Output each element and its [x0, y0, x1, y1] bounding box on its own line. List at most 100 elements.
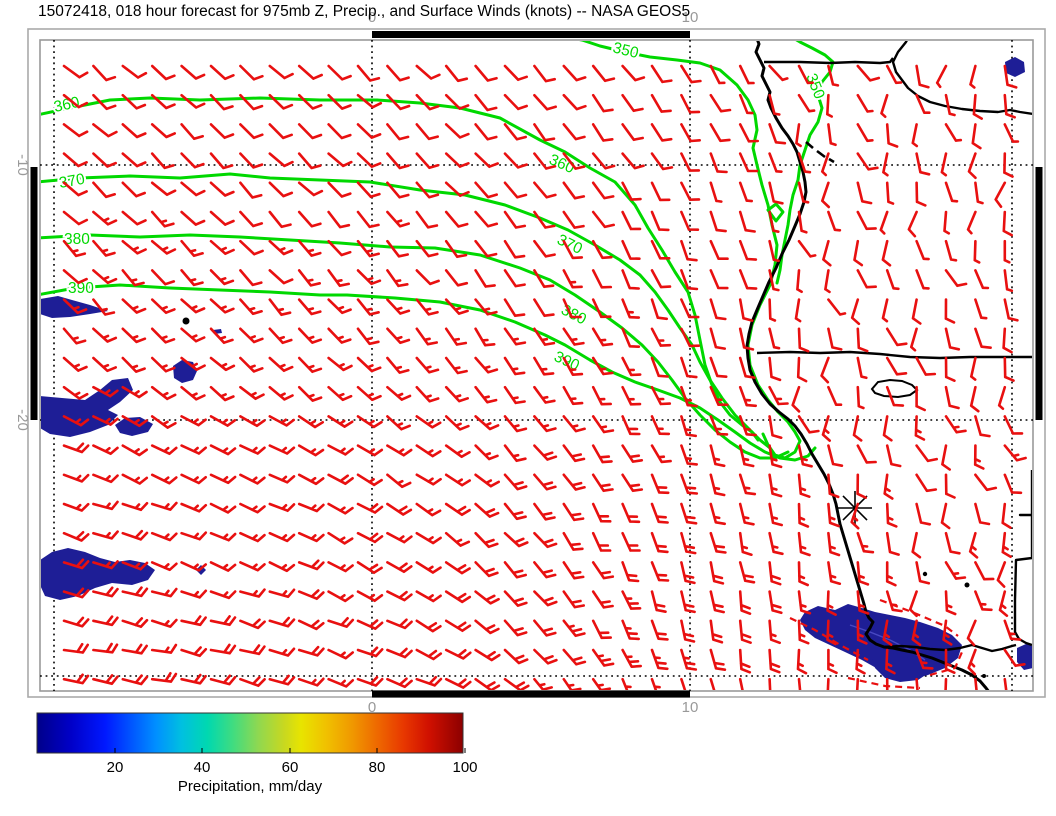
wind-barb: [297, 473, 325, 486]
wind-barb: [503, 93, 528, 111]
wind-barb: [415, 648, 443, 661]
wind-barb: [621, 93, 644, 112]
wind-barb: [503, 677, 530, 690]
wind-barb: [768, 64, 789, 82]
wind-barb: [533, 590, 558, 607]
wind-barbs: [62, 64, 1027, 690]
wind-barb: [474, 677, 501, 690]
wind-barb: [650, 181, 671, 202]
wind-barb: [680, 327, 701, 348]
wind-barb: [180, 356, 206, 371]
wind-barb: [239, 298, 263, 316]
wind-barb: [180, 646, 208, 658]
wind-barb: [268, 385, 294, 401]
wind-barb: [92, 415, 119, 426]
wind-barb: [356, 473, 383, 487]
wind-barb: [239, 181, 263, 199]
precip-colorbar: 20 40 60 80 100 Precipitation, mm/day: [36, 712, 478, 795]
wind-barb: [591, 181, 615, 200]
wind-barb: [92, 642, 119, 654]
wind-barb: [650, 269, 672, 289]
wind-barb: [621, 210, 642, 231]
wind-barb: [943, 210, 951, 235]
wind-barb: [503, 356, 526, 376]
wind-barb: [974, 269, 990, 290]
wind-barb: [796, 356, 808, 383]
wind-barb: [444, 298, 469, 315]
wind-barb: [738, 677, 744, 690]
wind-barb: [150, 672, 178, 683]
wind-barb: [62, 385, 89, 400]
wind-barb: [268, 239, 294, 256]
wind-barb: [180, 181, 206, 197]
wind-barb: [180, 615, 207, 627]
wind-barb: [533, 93, 557, 111]
wind-barb: [386, 677, 413, 689]
wind-barb: [650, 327, 672, 347]
wind-barb: [882, 619, 893, 646]
wind-barb: [327, 531, 354, 545]
wind-barb: [209, 415, 237, 427]
contour-360: [41, 96, 760, 442]
wind-barb: [533, 123, 556, 142]
wind-barb: [444, 93, 470, 110]
left-tick-label: -10: [14, 154, 31, 176]
wind-barb: [827, 473, 840, 499]
wind-barb: [709, 64, 726, 85]
wind-barb: [885, 327, 908, 347]
wind-barb: [150, 239, 177, 255]
wind-barb: [910, 327, 918, 352]
wind-barb: [327, 648, 354, 660]
wind-barb: [297, 239, 322, 257]
wind-barb: [386, 239, 409, 258]
wind-barb: [709, 239, 729, 260]
wind-barb: [856, 531, 875, 554]
wind-barb: [915, 64, 930, 89]
wind-barb: [970, 356, 977, 381]
wind-barb: [852, 415, 863, 442]
wind-barb: [150, 93, 176, 110]
wind-barb: [797, 561, 809, 587]
wind-barb: [709, 531, 727, 554]
wind-barb: [591, 444, 613, 464]
wind-barb: [415, 590, 442, 603]
wind-barb: [503, 415, 528, 433]
right-tick-label: -10: [1053, 154, 1056, 176]
wind-barb: [650, 677, 661, 690]
wind-barb: [474, 93, 498, 112]
wind-barb: [1003, 415, 1024, 435]
wind-barb: [966, 210, 977, 235]
wind-barb: [885, 590, 903, 613]
wind-barb: [268, 123, 293, 140]
wind-barb: [944, 123, 963, 142]
wind-barb: [268, 64, 294, 80]
wind-barb: [1003, 473, 1023, 495]
wind-barb: [856, 210, 877, 231]
wind-barb: [444, 327, 468, 346]
wind-barb: [562, 152, 586, 170]
wind-barb: [268, 473, 296, 484]
wind-barb: [856, 444, 877, 464]
wind-barb: [297, 356, 323, 373]
wind-barb: [415, 298, 439, 316]
wind-barb: [562, 648, 587, 666]
wind-barb: [1002, 210, 1013, 237]
wind-barb: [444, 590, 472, 604]
wind-barb: [503, 531, 529, 548]
wind-barb: [709, 502, 726, 526]
wind-barb: [474, 473, 500, 488]
wind-barb: [297, 298, 322, 316]
wind-barb: [907, 210, 918, 238]
wind-barb: [738, 473, 757, 496]
wind-barb: [386, 327, 411, 344]
wind-barb: [239, 473, 266, 485]
wind-barb: [474, 531, 499, 549]
wind-barb: [885, 356, 908, 376]
wind-barb: [327, 298, 352, 315]
wind-barb: [92, 385, 119, 398]
wind-barb: [415, 473, 442, 486]
wind-barb: [62, 123, 89, 138]
wind-barb: [650, 152, 674, 171]
wind-barb: [209, 674, 237, 686]
wind-barb: [562, 64, 587, 82]
